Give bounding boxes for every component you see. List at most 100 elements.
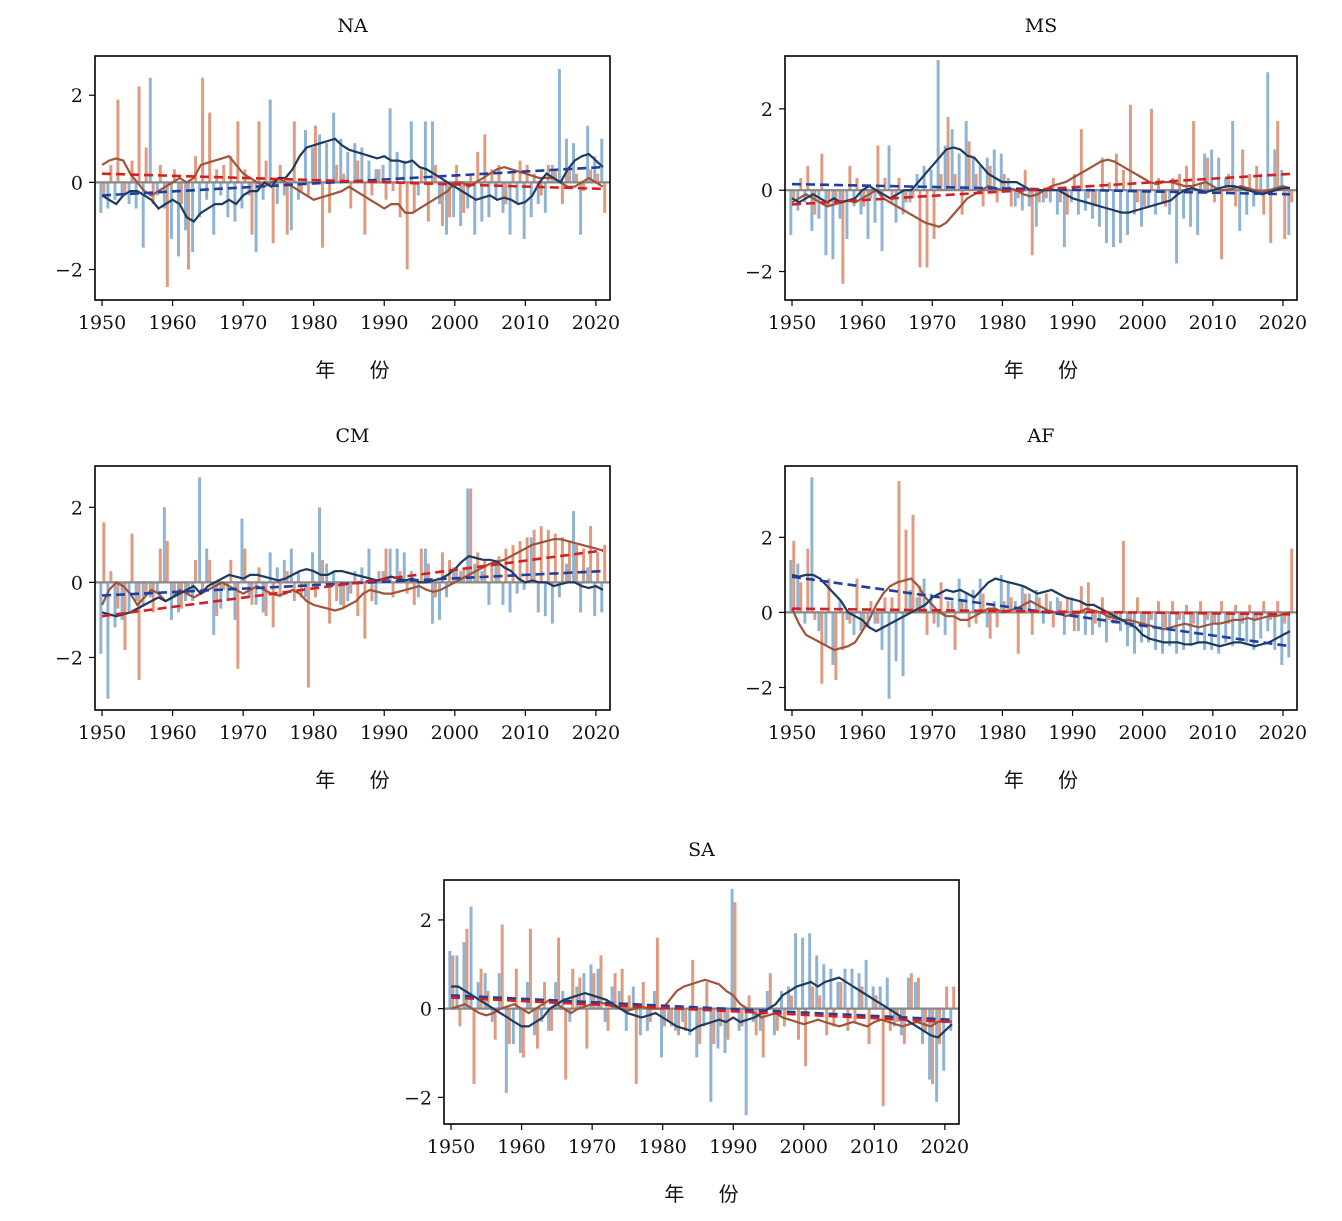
x-tick-label: 2010 <box>501 722 549 744</box>
bar-a-ms-1991 <box>1076 190 1080 215</box>
bar-a-af-1950 <box>789 559 793 613</box>
bar-b-cm-2016 <box>567 541 571 583</box>
bar-b-af-1971 <box>939 582 943 613</box>
bar-b-na-2001 <box>462 182 466 213</box>
bar-b-sa-2001 <box>811 986 815 1009</box>
bar-b-af-1959 <box>855 578 859 613</box>
bar-b-sa-2021 <box>952 986 956 1009</box>
smooth-line-a <box>101 137 604 224</box>
bar-b-na-1952 <box>116 99 120 183</box>
bar-b-ms-1990 <box>1072 173 1076 191</box>
bar-a-af-1953 <box>810 477 814 613</box>
bar-a-na-1952 <box>113 182 117 200</box>
bar-b-sa-1982 <box>677 1008 681 1036</box>
bar-b-ms-1995 <box>1107 182 1111 191</box>
bar-b-cm-1980 <box>313 582 317 598</box>
bar-a-af-1984 <box>1027 593 1031 613</box>
bar-b-ms-1979 <box>995 190 999 203</box>
bar-b-af-2002 <box>1157 601 1160 613</box>
trend-line-b <box>101 549 604 618</box>
bar-a-ms-1999 <box>1133 190 1136 215</box>
bar-a-af-1991 <box>1076 612 1080 632</box>
bar-a-cm-1999 <box>445 582 449 598</box>
smooth-line-a <box>791 146 1290 214</box>
bar-a-sa-1976 <box>631 986 635 1009</box>
bar-b-cm-1983 <box>335 582 339 602</box>
bar-b-af-2019 <box>1276 601 1280 613</box>
bar-a-cm-1993 <box>402 552 406 583</box>
bar-a-sa-2014 <box>899 1008 903 1036</box>
bar-b-sa-1986 <box>705 982 709 1009</box>
bar-b-cm-1961 <box>179 582 183 609</box>
bar-b-cm-1991 <box>391 582 395 598</box>
bar-a-ms-1987 <box>1048 190 1052 203</box>
bar-a-cm-1990 <box>381 571 385 583</box>
y-tick-label: −2 <box>745 677 773 699</box>
bar-b-sa-2018 <box>931 1008 935 1085</box>
bar-a-ms-1954 <box>817 190 821 219</box>
smooth-line-b <box>101 538 604 612</box>
bar-b-cm-2021 <box>603 544 607 583</box>
bar-a-na-1979 <box>303 130 307 183</box>
bar-b-af-1961 <box>869 601 873 613</box>
bar-b-sa-1975 <box>627 995 631 1009</box>
bar-b-ms-1975 <box>967 141 971 191</box>
bar-b-sa-1959 <box>514 968 518 1009</box>
bar-b-ms-1977 <box>981 190 985 207</box>
bar-b-ms-2020 <box>1283 190 1287 239</box>
bar-b-na-1964 <box>201 77 205 183</box>
bar-b-cm-1963 <box>194 559 198 583</box>
bar-a-na-2015 <box>557 69 561 183</box>
bar-a-sa-1979 <box>652 990 656 1009</box>
bar-b-cm-1995 <box>419 548 423 583</box>
bar-a-sa-1982 <box>674 1008 678 1031</box>
bar-b-na-1977 <box>292 121 296 183</box>
bar-b-ms-1988 <box>1058 190 1062 203</box>
y-tick-label: −2 <box>55 647 83 669</box>
bar-a-cm-2012 <box>536 582 540 613</box>
bar-a-af-2014 <box>1238 612 1242 643</box>
bar-a-sa-1965 <box>554 982 558 1009</box>
bar-b-cm-1982 <box>328 582 332 624</box>
bar-b-cm-2014 <box>553 533 557 583</box>
bar-b-af-1984 <box>1030 612 1034 635</box>
x-axis-label: 年 份 <box>315 358 403 382</box>
plot-area-na <box>95 69 610 287</box>
bar-a-af-1957 <box>838 601 842 613</box>
bar-a-cm-1970 <box>240 518 244 583</box>
bar-b-na-1992 <box>398 182 402 218</box>
bar-a-af-1992 <box>1083 612 1087 635</box>
bar-b-sa-2011 <box>881 1008 885 1107</box>
bar-b-af-1955 <box>827 578 831 613</box>
bar-a-na-2020 <box>593 156 597 183</box>
bar-b-ms-1958 <box>848 165 852 191</box>
bar-b-cm-1985 <box>349 582 353 594</box>
bar-a-ms-2004 <box>1168 190 1172 215</box>
bar-b-ms-2012 <box>1227 173 1231 191</box>
bar-b-sa-1989 <box>726 1008 730 1040</box>
bar-a-ms-1958 <box>845 190 849 239</box>
bar-a-sa-2010 <box>871 986 875 1009</box>
bar-a-ms-1979 <box>992 149 996 191</box>
bar-b-af-2011 <box>1220 601 1224 613</box>
bar-b-sa-1977 <box>641 982 645 1009</box>
bar-a-cm-2013 <box>543 582 547 617</box>
plot-area-ms <box>785 60 1297 284</box>
bar-b-ms-1967 <box>911 190 915 199</box>
bar-b-cm-2004 <box>483 559 487 583</box>
bar-a-na-2005 <box>487 182 491 218</box>
bar-b-sa-1968 <box>578 977 582 1009</box>
x-tick-label: 1990 <box>1048 722 1096 744</box>
bar-a-ms-1996 <box>1111 190 1115 248</box>
bar-a-af-1977 <box>978 578 982 613</box>
bar-a-cm-1985 <box>346 582 350 602</box>
bar-a-ms-1956 <box>831 190 835 260</box>
bar-b-af-2010 <box>1213 612 1217 624</box>
bar-a-cm-1996 <box>423 548 427 583</box>
bar-b-na-1986 <box>356 160 360 183</box>
bar-a-ms-1973 <box>950 129 954 191</box>
bar-b-af-1951 <box>799 582 803 613</box>
y-tick-label: 2 <box>71 497 83 519</box>
bar-a-af-2012 <box>1224 612 1228 643</box>
x-tick-label: 1960 <box>838 722 886 744</box>
